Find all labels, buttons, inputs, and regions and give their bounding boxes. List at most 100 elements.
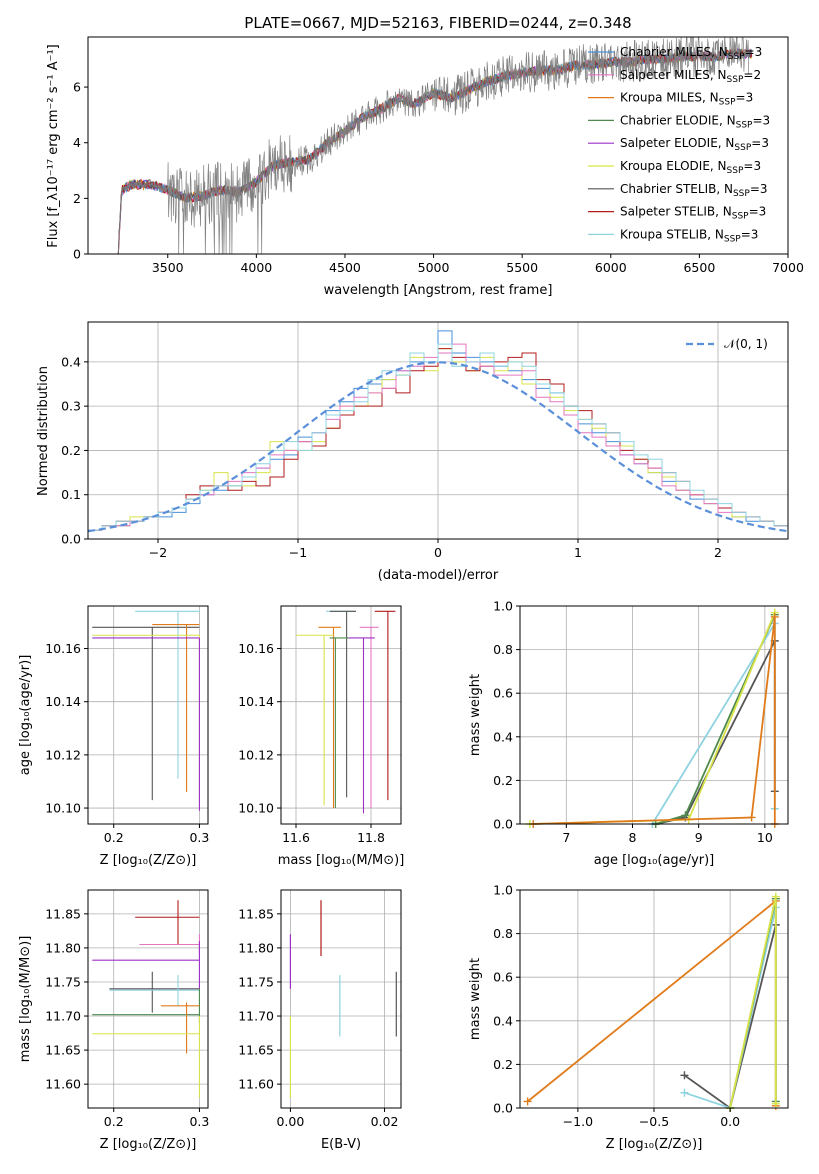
y-tick-label: 11.75 xyxy=(45,974,81,989)
spectrum-xlabel: wavelength [Angstrom, rest frame] xyxy=(324,283,553,298)
mass-vs-z-panel: 0.2 0.3 11.60 11.65 11.70 11.75 11.80 11.85 xyxy=(45,889,209,1129)
spectrum-ylabel: Flux [f_λ10⁻¹⁷ erg cm⁻² s⁻¹ A⁻¹] xyxy=(46,44,61,248)
y-tick-label: 10.16 xyxy=(238,641,274,656)
plot-area xyxy=(92,610,200,811)
y-tick-label: 0.1 xyxy=(61,487,81,502)
observed-spectrum xyxy=(117,37,750,254)
y-tick-label: 2 xyxy=(73,191,81,206)
y-tick-label: 11.60 xyxy=(238,1077,274,1092)
residual-xlabel: (data-model)/error xyxy=(378,568,499,583)
weight-marker xyxy=(523,1097,532,1106)
y-tick-label: 1.0 xyxy=(493,883,513,898)
x-tick-label: 0.2 xyxy=(104,830,124,845)
y-tick-label: 0.6 xyxy=(493,686,513,701)
y-tick-label: 1.0 xyxy=(493,599,513,614)
y-tick-label: 11.85 xyxy=(238,906,274,921)
y-tick-label: 10.10 xyxy=(45,801,81,816)
weight-marker xyxy=(680,1071,689,1080)
x-tick-label: −2 xyxy=(149,545,167,560)
x-tick-label: 7000 xyxy=(772,260,804,275)
y-tick-label: 6 xyxy=(73,80,81,95)
y-tick-label: 0.4 xyxy=(61,354,81,369)
y-tick-label: 0.8 xyxy=(493,642,513,657)
mass-ebv-xlabel: E(B-V) xyxy=(321,1137,361,1152)
gaussian-curve xyxy=(88,361,788,533)
y-tick-label: 11.80 xyxy=(45,940,81,955)
legend-label: Salpeter MILES, NSSP=2 xyxy=(620,68,761,85)
y-tick-label: 0.2 xyxy=(61,443,81,458)
x-tick-label: 0.3 xyxy=(189,830,209,845)
legend-label: Kroupa MILES, NSSP=3 xyxy=(620,91,753,108)
mass-vs-ebv-panel: 0.00 0.02 11.60 11.65 11.70 11.75 11.80 11.85 xyxy=(238,889,402,1129)
mass-z-xlabel: Z [log₁₀(Z/Z⊙)] xyxy=(100,1137,197,1152)
legend-label: Chabrier ELODIE, NSSP=3 xyxy=(620,113,770,130)
y-tick-label: 4 xyxy=(73,135,81,150)
age-z-ylabel: age [log₁₀(age/yr)] xyxy=(18,655,33,776)
mass-z-ylabel: mass [log₁₀(M/M⊙)] xyxy=(18,936,33,1063)
x-tick-label: 4500 xyxy=(329,260,361,275)
y-tick-label: 0.4 xyxy=(493,1013,513,1028)
residual-ylabel: Normed distribution xyxy=(36,366,51,496)
y-tick-label: 10.14 xyxy=(45,694,81,709)
legend-label: Salpeter ELODIE, NSSP=3 xyxy=(620,136,769,153)
weight-marker xyxy=(771,1099,780,1108)
weight-line-kroupa-stelib xyxy=(651,620,776,825)
weight-z-ylabel: mass weight xyxy=(468,958,483,1040)
x-tick-label: 0.0 xyxy=(720,1114,740,1129)
x-tick-label: 11.8 xyxy=(357,830,385,845)
y-tick-label: 10.14 xyxy=(238,694,274,709)
spectrum-panel: 3500 4000 4500 5000 5500 6000 6500 7000 0 2 4 6 Chab… xyxy=(73,36,804,275)
legend-label: Kroupa ELODIE, NSSP=3 xyxy=(620,159,761,176)
x-tick-label: 11.6 xyxy=(282,830,310,845)
y-tick-label: 11.85 xyxy=(45,906,81,921)
x-tick-label: 5500 xyxy=(506,260,538,275)
y-tick-label: 0.4 xyxy=(493,729,513,744)
plot-area xyxy=(92,900,200,1098)
x-tick-label: 6500 xyxy=(683,260,715,275)
age-z-xlabel: Z [log₁₀(Z/Z⊙)] xyxy=(100,853,197,868)
y-tick-label: 11.60 xyxy=(45,1077,81,1092)
y-tick-label: 11.80 xyxy=(238,940,274,955)
axes-frame xyxy=(87,605,209,825)
axes-frame xyxy=(280,605,402,825)
x-tick-label: 6000 xyxy=(595,260,627,275)
plot-area xyxy=(117,37,753,254)
y-tick-label: 0.0 xyxy=(493,1101,513,1116)
x-tick-label: 9 xyxy=(695,830,703,845)
y-tick-label: 11.70 xyxy=(238,1009,274,1024)
legend-label: 𝒩(0, 1) xyxy=(724,337,768,351)
x-tick-label: −1.0 xyxy=(563,1114,593,1129)
y-tick-label: 10.10 xyxy=(238,801,274,816)
y-tick-label: 0.8 xyxy=(493,926,513,941)
y-tick-label: 10.16 xyxy=(45,641,81,656)
plot-area xyxy=(523,892,780,1112)
weight-line-chabrier-stelib xyxy=(655,640,776,825)
x-tick-label: 2 xyxy=(714,545,722,560)
plot-area xyxy=(289,900,397,1098)
weight-marker xyxy=(681,811,690,820)
legend-label: Chabrier MILES, NSSP=3 xyxy=(620,45,762,62)
x-tick-label: −1 xyxy=(289,545,307,560)
axes-frame xyxy=(280,889,402,1109)
x-tick-label: 0 xyxy=(434,545,442,560)
x-tick-label: 5000 xyxy=(418,260,450,275)
plot-area xyxy=(88,330,788,533)
y-tick-label: 0.0 xyxy=(493,817,513,832)
y-tick-label: 0.2 xyxy=(493,773,513,788)
x-tick-label: 0.2 xyxy=(104,1114,124,1129)
legend-label: Salpeter STELIB, NSSP=3 xyxy=(620,205,766,222)
weight-vs-age-panel: 7 8 9 10 0.0 0.2 0.4 0.6 0.8 1.0 xyxy=(493,599,789,845)
figure-title: PLATE=0667, MJD=52163, FIBERID=0244, z=0… xyxy=(244,14,631,32)
residual-histogram-panel: −2 −1 0 1 2 0.0 0.1 0.2 0.3 0.4 𝒩(0, 1) xyxy=(61,321,789,560)
axes-frame xyxy=(519,605,789,825)
legend-label: Kroupa STELIB, NSSP=3 xyxy=(620,227,758,244)
x-tick-label: −0.5 xyxy=(639,1114,669,1129)
plot-area xyxy=(296,610,396,814)
age-vs-mass-panel: 11.6 11.8 10.10 10.12 10.14 10.16 xyxy=(238,605,402,845)
axes-frame xyxy=(87,36,789,255)
y-tick-label: 0.3 xyxy=(61,399,81,414)
weight-age-ylabel: mass weight xyxy=(468,674,483,756)
weight-vs-z-panel: −1.0 −0.5 0.0 0.0 0.2 0.4 0.6 0.8 1.0 xyxy=(493,883,789,1129)
y-tick-label: 11.75 xyxy=(238,974,274,989)
